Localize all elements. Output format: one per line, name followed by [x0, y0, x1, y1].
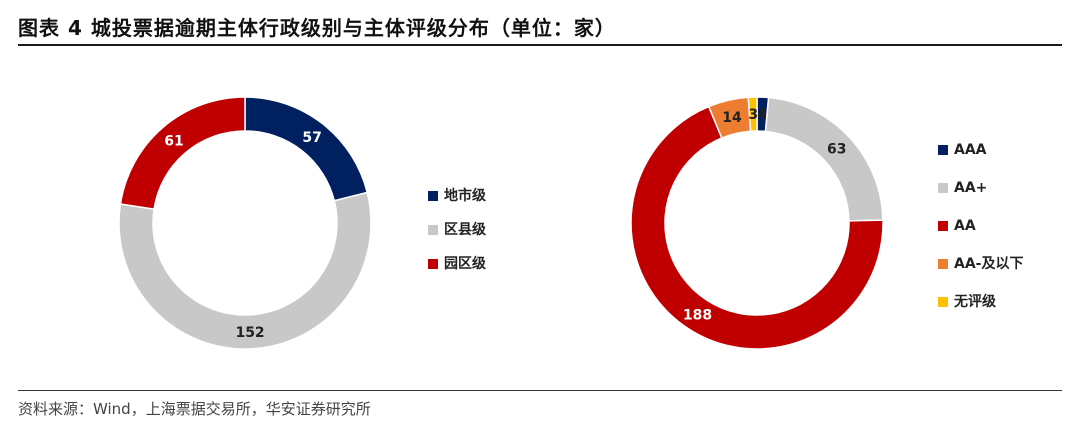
legend-label: 地市级: [444, 188, 486, 204]
legend-label: 无评级: [954, 294, 996, 310]
slice-value-label: 61: [164, 133, 183, 149]
figure-title: 图表 4 城投票据逾期主体行政级别与主体评级分布（单位：家）: [18, 16, 616, 40]
donut-slice: [119, 96, 246, 210]
legend-swatch: [938, 297, 948, 307]
slice-value-label: 14: [722, 110, 742, 126]
legend-swatch: [938, 259, 948, 269]
legend-swatch: [938, 221, 948, 231]
legend-swatch: [428, 225, 438, 235]
slice-value-label: 63: [827, 142, 846, 158]
legend-label: AAA: [954, 142, 987, 158]
donut-slice: [630, 105, 884, 350]
slice-value-label: 188: [683, 307, 712, 323]
donut-slice: [747, 96, 758, 133]
legend-swatch: [938, 145, 948, 155]
legend-label: AA+: [954, 180, 988, 196]
slice-value-label: 57: [302, 130, 321, 146]
donut-slice: [244, 96, 369, 202]
legend-label: AA-及以下: [954, 256, 1024, 272]
source-note: 资料来源：Wind，上海票据交易所，华安证券研究所: [18, 400, 371, 418]
legend-label: AA: [954, 218, 976, 234]
slice-value-label: 3: [748, 107, 758, 123]
admin-level-donut: 57 152 61: [118, 96, 372, 350]
donut-slice: [118, 191, 372, 350]
title-divider: [18, 44, 1062, 46]
legend-label: 园区级: [444, 256, 486, 272]
legend-swatch: [938, 183, 948, 193]
donut-charts: 57 152 61 4 63 188 14 3: [118, 96, 884, 350]
legend-label: 区县级: [444, 222, 486, 238]
legend-swatch: [428, 259, 438, 269]
legend-swatch: [428, 191, 438, 201]
footer-divider: [18, 390, 1062, 391]
rating-donut: 4 63 188 14 3: [630, 96, 884, 350]
slice-value-label: 4: [757, 107, 767, 123]
donut-slice: [764, 96, 884, 222]
slice-value-label: 152: [235, 325, 264, 341]
